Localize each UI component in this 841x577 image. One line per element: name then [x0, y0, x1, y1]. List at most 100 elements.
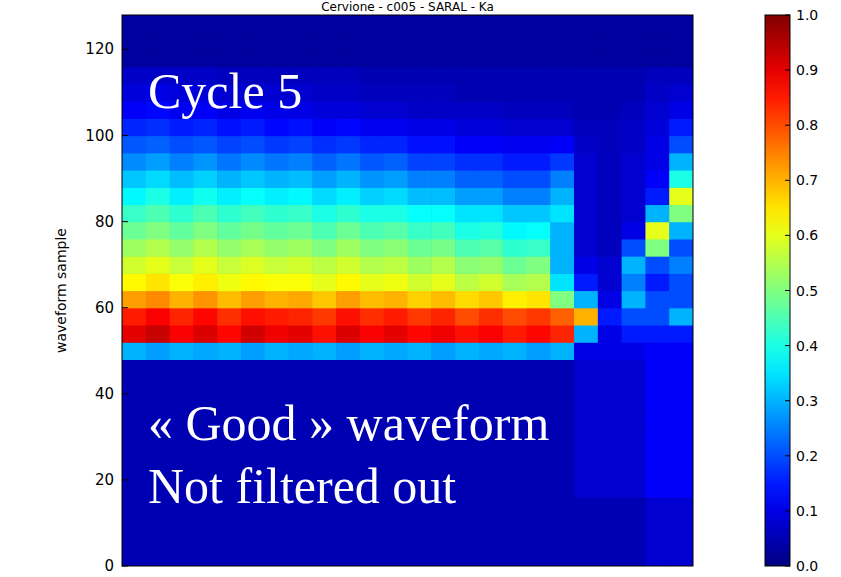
cell: [265, 377, 289, 395]
cell: [455, 514, 479, 532]
colorbar-tick-label: 0.4: [796, 338, 818, 354]
cell: [455, 49, 479, 67]
cell: [598, 84, 622, 102]
cell: [550, 514, 574, 532]
cell: [408, 325, 432, 343]
cell: [526, 170, 550, 188]
cell: [669, 118, 693, 136]
cell: [312, 308, 336, 326]
cell: [645, 49, 669, 67]
colorbar-tick: [785, 70, 790, 71]
cell: [503, 136, 527, 154]
cell: [479, 549, 503, 566]
y-tick-label: 100: [85, 127, 114, 145]
cell: [384, 49, 408, 67]
cell: [598, 239, 622, 257]
cell: [622, 239, 646, 257]
cell: [455, 136, 479, 154]
cell: [408, 291, 432, 309]
cell: [479, 480, 503, 498]
cell: [431, 101, 455, 119]
cell: [622, 273, 646, 291]
cell: [384, 256, 408, 274]
cell: [550, 497, 574, 515]
title: Cervione - c005 - SARAL - Ka: [321, 0, 494, 14]
cell: [598, 377, 622, 395]
cell: [622, 445, 646, 463]
cell: [122, 342, 146, 360]
cell: [598, 118, 622, 136]
cell: [312, 549, 336, 566]
cell: [146, 342, 170, 360]
cell: [431, 256, 455, 274]
cell: [669, 222, 693, 240]
cell: [360, 118, 384, 136]
cell: [526, 273, 550, 291]
cell: [455, 32, 479, 50]
cell: [574, 15, 598, 33]
cell: [336, 514, 360, 532]
cell: [408, 514, 432, 532]
cell: [574, 273, 598, 291]
cell: [122, 204, 146, 222]
cell: [479, 514, 503, 532]
cell: [574, 67, 598, 85]
cell: [360, 256, 384, 274]
cell: [122, 32, 146, 50]
cell: [146, 170, 170, 188]
cell: [479, 377, 503, 395]
cell: [384, 118, 408, 136]
cell: [384, 514, 408, 532]
cell: [455, 377, 479, 395]
cell: [312, 153, 336, 171]
cell: [146, 32, 170, 50]
cell: [503, 463, 527, 481]
colorbar-tick-label: 0.5: [796, 283, 818, 299]
cell: [622, 118, 646, 136]
colorbar: [765, 15, 790, 566]
cell: [574, 84, 598, 102]
cell: [336, 170, 360, 188]
cell: [598, 67, 622, 85]
cell: [550, 118, 574, 136]
cell: [170, 204, 194, 222]
cell: [574, 187, 598, 205]
colorbar-tick: [785, 15, 790, 16]
cell: [289, 308, 313, 326]
cell: [526, 118, 550, 136]
cell: [526, 84, 550, 102]
cell: [146, 118, 170, 136]
cell: [645, 15, 669, 33]
cell: [455, 256, 479, 274]
cell: [312, 273, 336, 291]
cell: [336, 153, 360, 171]
cell: [550, 308, 574, 326]
cell: [669, 411, 693, 429]
cell: [289, 222, 313, 240]
cell: [146, 239, 170, 257]
cell: [574, 497, 598, 515]
cell: [408, 256, 432, 274]
cell: [622, 187, 646, 205]
cell: [455, 84, 479, 102]
cell: [503, 497, 527, 515]
cell: [455, 170, 479, 188]
cell: [336, 291, 360, 309]
cell: [384, 67, 408, 85]
cell: [669, 67, 693, 85]
cell: [645, 67, 669, 85]
cell: [217, 291, 241, 309]
cell: [550, 187, 574, 205]
cell: [122, 136, 146, 154]
cell: [384, 170, 408, 188]
colorbar-tick-label: 0.6: [796, 227, 818, 243]
cell: [574, 532, 598, 550]
cell: [526, 291, 550, 309]
cell: [598, 549, 622, 566]
cell: [455, 480, 479, 498]
cell: [336, 49, 360, 67]
cell: [669, 377, 693, 395]
cell: [598, 204, 622, 222]
cell: [622, 514, 646, 532]
cell: [193, 256, 217, 274]
